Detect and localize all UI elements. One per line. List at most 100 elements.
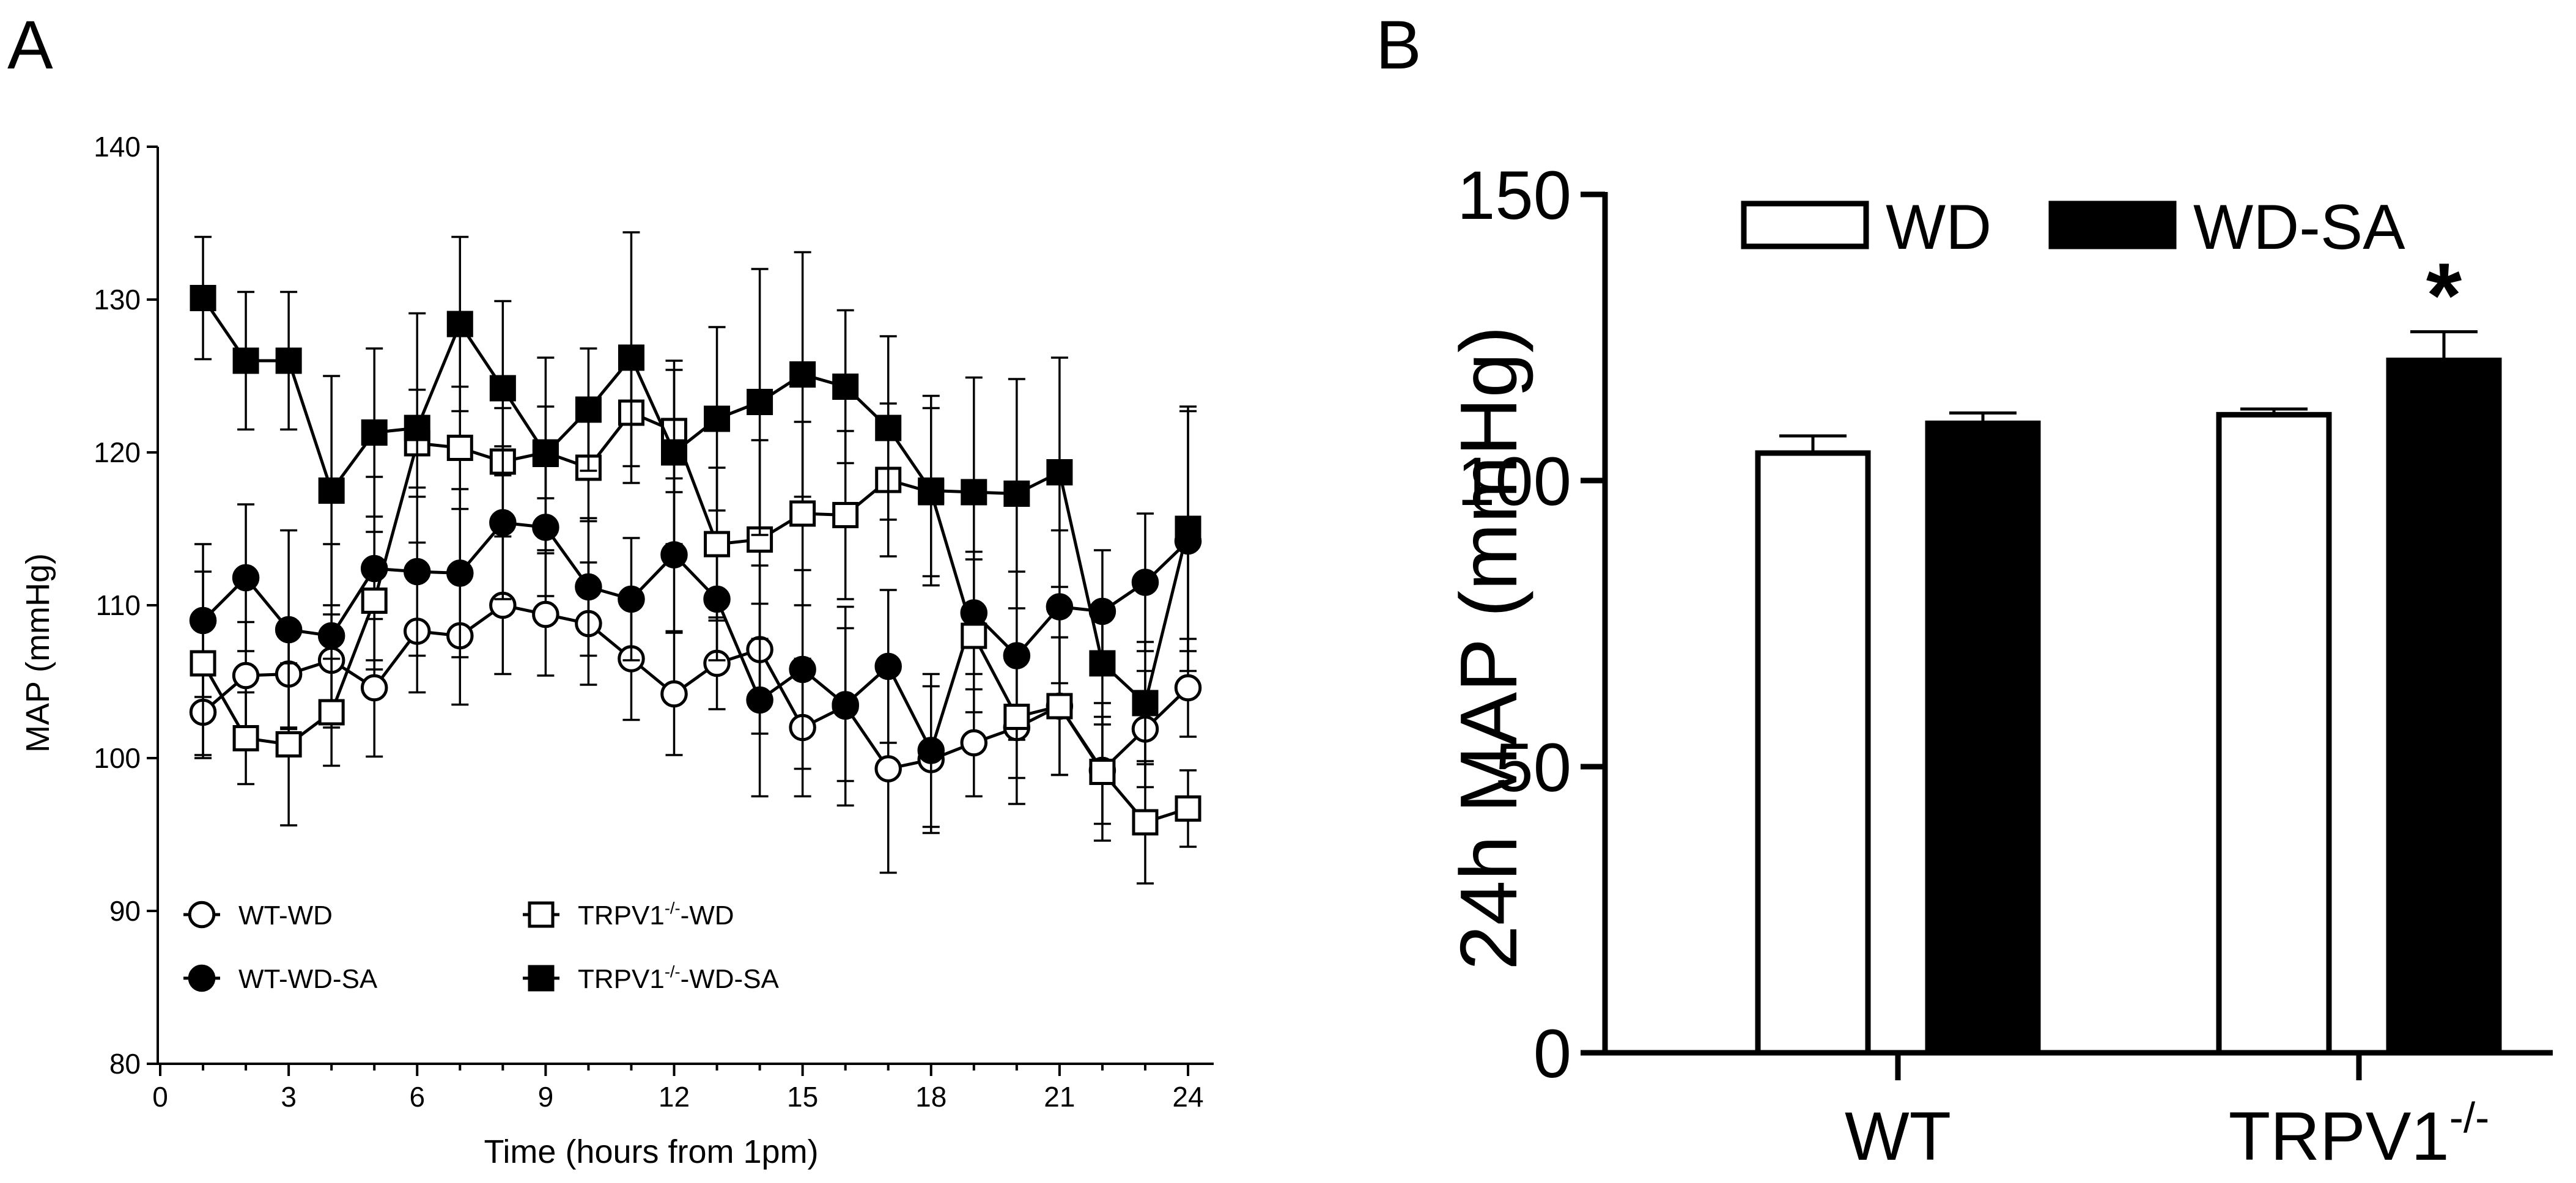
data-point [1046, 459, 1073, 485]
data-point [747, 389, 773, 415]
legend-swatch [2048, 201, 2177, 249]
series-TRPV1-/--WD [190, 358, 1201, 885]
y-tick-label: 80 [109, 1048, 141, 1080]
x-tick-label: 21 [1044, 1081, 1075, 1113]
data-point [1132, 809, 1159, 836]
data-point [789, 655, 816, 684]
legend-label: TRPV1-/--WD [578, 898, 734, 931]
data-point [832, 374, 859, 400]
legend-entry: WT-WD [183, 901, 333, 931]
data-point [404, 415, 430, 441]
data-point [575, 396, 602, 423]
chart-b-legend: WD WD-SA [1741, 192, 2405, 263]
data-point [190, 285, 216, 311]
legend-marker [188, 964, 216, 992]
chart-a-yaxis: 80 90 100 110 120 130 140 [94, 131, 159, 1080]
bar-WD-SA [2386, 357, 2502, 1056]
y-tick-label: 110 [96, 589, 141, 621]
data-point [789, 500, 816, 527]
panel-label-a: A [7, 7, 53, 83]
data-point [532, 600, 559, 628]
data-point [789, 361, 816, 388]
legend-label: TRPV1-/--WD-SA [578, 962, 780, 994]
legend-label: WT-WD [238, 901, 333, 931]
y-tick-label: 140 [94, 131, 141, 163]
legend-entry: WD-SA [2048, 192, 2405, 263]
data-point [232, 347, 259, 374]
data-point [1175, 515, 1201, 542]
chart-a-legend: WT-WD WT-WD-SA TRPV1-/--WD TRPV1-/--WD-SA [183, 898, 780, 994]
data-point [704, 405, 731, 432]
data-point [446, 559, 474, 587]
data-point [1046, 593, 1074, 621]
data-point [190, 650, 216, 677]
x-tick-label: 24 [1172, 1081, 1203, 1113]
data-point [446, 435, 473, 461]
chart-b-yaxis: 0 50 100 150 [1457, 157, 1608, 1092]
data-point [275, 347, 302, 374]
data-point [917, 737, 945, 764]
data-point [318, 477, 345, 504]
chart-b-xaxis: WT TRPV1-/- [1605, 1050, 2553, 1174]
data-point [232, 564, 260, 592]
data-point [960, 729, 988, 757]
data-point [660, 541, 688, 569]
chart-a: 80 90 100 110 120 130 140 0 3 6 9 12 15 18 21 24 MAP (… [20, 131, 1214, 1170]
data-point [1046, 693, 1073, 720]
y-tick-label: 150 [1457, 157, 1571, 234]
data-point [232, 662, 260, 690]
x-tick-label: TRPV1-/- [2229, 1094, 2490, 1174]
data-point [1174, 674, 1202, 702]
data-point [961, 479, 987, 506]
data-point [1132, 690, 1159, 717]
chart-a-series-layer [189, 231, 1202, 885]
data-point [1131, 569, 1159, 596]
data-point [832, 691, 859, 718]
data-point [874, 755, 902, 783]
series-TRPV1-/--WD-SA [190, 231, 1201, 765]
legend-entry: TRPV1-/--WD [523, 898, 734, 931]
data-point [832, 502, 859, 528]
data-point [232, 725, 259, 751]
data-point [446, 311, 473, 337]
data-point [1003, 704, 1030, 730]
legend-label: WD [1886, 192, 1991, 263]
data-point [874, 652, 902, 680]
data-point [361, 419, 388, 446]
data-point [704, 531, 731, 558]
data-point [661, 439, 687, 466]
x-tick-label: 0 [152, 1081, 168, 1113]
data-point [1089, 759, 1116, 785]
legend-entry: WD [1741, 192, 1991, 263]
chart-b-ylabel: 24h MAP (mmHg) [1444, 326, 1533, 970]
data-point [361, 588, 388, 614]
chart-b-bars-layer: * [1755, 244, 2502, 1056]
legend-marker [528, 901, 555, 928]
x-tick-label: 18 [915, 1081, 947, 1113]
data-point [660, 680, 688, 708]
data-point [532, 441, 559, 467]
data-point [489, 375, 516, 402]
chart-a-xlabel: Time (hours from 1pm) [484, 1133, 818, 1170]
series-line [201, 297, 1190, 706]
data-point [918, 477, 945, 504]
legend-entry: WT-WD-SA [183, 964, 378, 994]
bar-WD [2216, 411, 2332, 1056]
legend-swatch [1741, 201, 1869, 249]
data-point [575, 573, 602, 601]
data-point [317, 622, 345, 650]
data-point [961, 622, 987, 649]
panel-label-b: B [1376, 7, 1422, 83]
y-tick-label: 120 [94, 437, 141, 468]
data-point [403, 558, 431, 586]
data-point [875, 415, 902, 441]
y-tick-label: 100 [1457, 443, 1571, 520]
data-point [275, 616, 303, 644]
significance-asterisk: * [2426, 244, 2462, 347]
legend-marker [528, 965, 555, 992]
x-tick-label: 6 [409, 1081, 425, 1113]
data-point [318, 699, 345, 726]
data-point [1089, 650, 1116, 677]
y-tick-label: 0 [1533, 1015, 1571, 1092]
data-point [618, 344, 644, 371]
